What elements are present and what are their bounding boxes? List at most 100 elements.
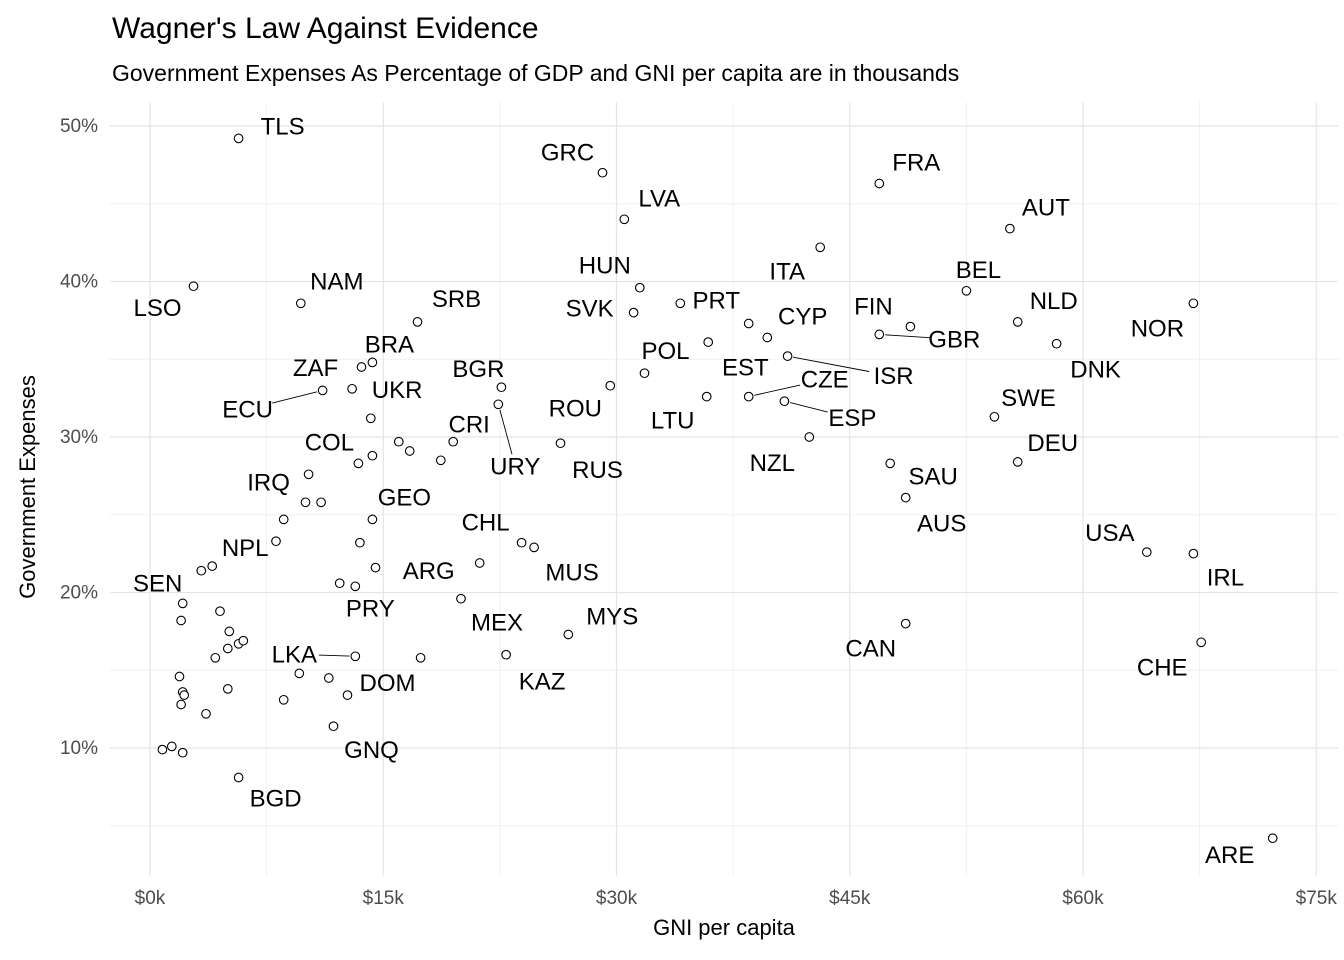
data-point <box>334 578 345 589</box>
country-label: DEU <box>1027 430 1078 457</box>
data-point <box>238 635 249 646</box>
data-point <box>474 558 485 568</box>
country-label: CHE <box>1137 654 1188 681</box>
y-tick-label: 30% <box>60 427 98 448</box>
country-label: USA <box>1085 520 1134 547</box>
data-point <box>639 368 650 379</box>
data-point <box>176 699 186 710</box>
country-label: ITA <box>769 258 805 285</box>
label-leader-line <box>789 402 828 413</box>
data-point <box>233 772 244 783</box>
country-label: DNK <box>1070 357 1121 384</box>
data-point <box>605 380 616 391</box>
country-label: PRY <box>346 595 395 622</box>
data-point <box>347 383 357 394</box>
data-point <box>224 626 235 637</box>
data-point <box>367 514 378 525</box>
country-label: FIN <box>854 294 893 321</box>
label-leader-line <box>499 409 513 455</box>
data-point <box>874 178 885 189</box>
country-label: MYS <box>586 604 638 631</box>
data-point <box>782 351 793 361</box>
data-point <box>501 649 511 660</box>
data-point <box>316 497 326 508</box>
data-point <box>294 668 305 679</box>
data-point <box>675 298 686 309</box>
data-point <box>448 436 459 447</box>
data-point <box>196 565 207 576</box>
data-point <box>779 396 790 407</box>
country-label: UKR <box>372 377 423 404</box>
x-tick-label: $0k <box>135 888 166 909</box>
data-point <box>815 242 826 253</box>
data-point <box>1012 317 1023 327</box>
country-label: HUN <box>579 253 631 280</box>
data-point <box>597 167 608 178</box>
x-tick-label: $45k <box>829 888 871 909</box>
country-label: SAU <box>909 463 958 490</box>
y-axis-title: Government Expenses <box>15 375 40 599</box>
y-tick-label: 40% <box>60 272 98 293</box>
country-label: ROU <box>549 396 602 423</box>
country-label: DOM <box>360 670 416 697</box>
country-label: NZL <box>750 450 795 477</box>
label-leader-line <box>793 356 870 372</box>
data-point <box>177 598 188 609</box>
country-label: ARE <box>1205 842 1254 869</box>
data-point <box>188 281 199 292</box>
data-point <box>516 537 527 548</box>
data-point <box>496 382 507 393</box>
country-label: MUS <box>545 559 598 586</box>
data-point <box>762 332 773 343</box>
data-point <box>1141 547 1152 557</box>
country-label: CZE <box>801 367 849 394</box>
data-point <box>493 399 504 410</box>
data-point <box>215 606 225 617</box>
label-leader-line <box>754 384 801 396</box>
country-label: LSO <box>133 295 181 322</box>
data-point <box>157 744 168 755</box>
country-label: LVA <box>638 185 680 212</box>
chart-subtitle: Government Expenses As Percentage of GDP… <box>112 60 960 86</box>
data-point <box>743 391 754 402</box>
data-point <box>885 458 896 469</box>
country-labels: TLS GRC FRA LVA AUT ITA LSO HUN BEL PRT NOR NAM SVK S… <box>133 113 1254 869</box>
data-point <box>356 362 367 372</box>
country-label: SVK <box>566 296 614 323</box>
data-point <box>1051 338 1062 349</box>
data-point <box>456 593 466 604</box>
data-point <box>317 385 328 396</box>
data-point <box>989 411 1000 422</box>
data-point <box>174 671 185 682</box>
data-point <box>355 537 365 548</box>
data-point <box>701 391 712 402</box>
data-point <box>323 673 334 683</box>
country-label: COL <box>305 429 354 456</box>
data-point <box>278 514 289 525</box>
label-leader-line <box>885 334 930 339</box>
country-label: IRQ <box>247 469 290 496</box>
country-label: GRC <box>541 140 594 167</box>
data-point <box>874 329 885 340</box>
chart-title: Wagner's Law Against Evidence <box>112 12 539 45</box>
data-point <box>393 436 404 447</box>
data-point <box>300 497 311 508</box>
data-point <box>555 438 566 449</box>
data-point <box>179 690 190 700</box>
data-point <box>342 690 353 700</box>
data-point <box>210 652 221 663</box>
data-point <box>961 285 972 296</box>
label-leader-line <box>272 391 318 404</box>
data-point <box>365 413 376 424</box>
country-label: ESP <box>828 405 876 432</box>
country-label: BGR <box>452 356 504 383</box>
data-point <box>350 581 361 592</box>
data-point <box>295 298 306 309</box>
data-point <box>271 536 281 547</box>
data-point <box>1012 457 1023 467</box>
country-label: ECU <box>222 396 273 423</box>
x-tick-label: $30k <box>596 888 638 909</box>
data-point <box>222 643 233 654</box>
data-point <box>404 446 415 456</box>
country-label: GNQ <box>344 737 399 764</box>
